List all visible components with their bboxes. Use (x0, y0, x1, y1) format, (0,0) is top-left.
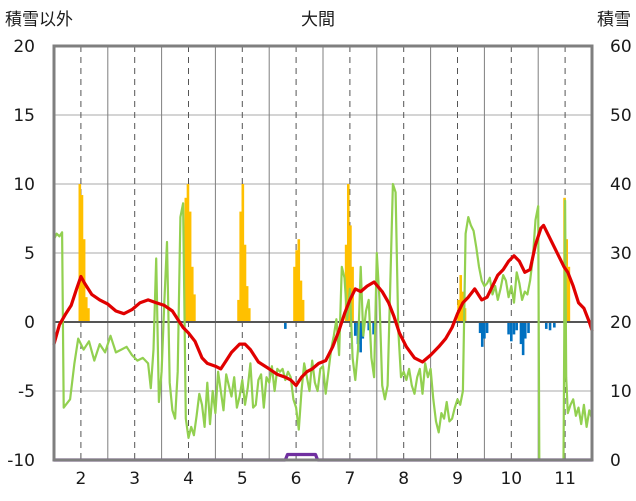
left-tick-label: 20 (13, 37, 35, 57)
precip-bar (359, 322, 362, 353)
precip-bar (480, 322, 484, 347)
left-tick-label: -10 (7, 451, 35, 471)
precip-bar (193, 294, 196, 322)
precip-bar (295, 250, 298, 322)
right-tick-label: 60 (610, 37, 632, 57)
month-label: 3 (129, 469, 140, 489)
precip-bar (87, 308, 90, 322)
precip-bar (478, 322, 482, 334)
precip-bar (299, 280, 303, 322)
precip-bar (349, 225, 352, 322)
precip-bar (519, 322, 523, 345)
sunshine-line (52, 182, 594, 462)
precip-bar (507, 322, 510, 335)
precip-bar (372, 322, 375, 335)
precip-bar (243, 244, 247, 322)
precip-bar (301, 299, 305, 322)
right-tick-label: 30 (610, 244, 632, 264)
precip-bar (297, 239, 301, 322)
precip-bar (353, 322, 357, 336)
month-label: 10 (500, 469, 522, 489)
month-label: 8 (398, 469, 409, 489)
left-tick-label: 15 (13, 106, 35, 126)
month-label: 9 (452, 469, 463, 489)
precip-bar (512, 322, 516, 335)
precip-bar (284, 322, 287, 329)
plot-frame (52, 44, 594, 462)
axes (52, 44, 594, 462)
right-axis-label: 積雪 (597, 10, 631, 30)
precip-bar (245, 286, 249, 322)
month-label: 2 (75, 469, 86, 489)
left-tick-label: -5 (18, 382, 35, 402)
precip-bar (241, 184, 245, 322)
precip-bar (293, 266, 296, 322)
precip-bar (80, 195, 84, 322)
precip-bar (344, 244, 348, 322)
temperature-line (52, 223, 594, 388)
precip-bar (188, 211, 192, 322)
precipitation-bars (78, 184, 571, 356)
precip-bar (247, 308, 251, 322)
right-tick-label: 40 (610, 175, 632, 195)
precip-bar (237, 299, 240, 322)
right-tick-label: 20 (610, 313, 632, 333)
left-tick-label: 10 (13, 175, 35, 195)
precip-bar (78, 184, 82, 322)
precip-bar (346, 184, 350, 322)
precip-bar (510, 322, 513, 342)
precip-bar (84, 297, 88, 322)
precip-bar (553, 322, 556, 328)
precip-bar (515, 322, 518, 331)
month-label: 4 (183, 469, 194, 489)
precip-bar (548, 322, 552, 331)
precip-bar (483, 322, 486, 339)
precip-bar (485, 322, 489, 334)
left-axis-label: 積雪以外 (5, 10, 73, 30)
grid (54, 46, 592, 460)
right-tick-label: 50 (610, 106, 632, 126)
month-label: 11 (554, 469, 576, 489)
precip-bar (239, 211, 242, 322)
precip-bar (186, 184, 190, 322)
precip-bar (527, 322, 530, 334)
precip-bar (184, 197, 188, 322)
precip-bar (523, 322, 527, 339)
precip-bar (521, 322, 525, 356)
precip-bar (544, 322, 548, 329)
month-label: 7 (344, 469, 355, 489)
precip-bar (367, 322, 371, 331)
precip-bar (567, 266, 571, 322)
chart-title: 大間 (301, 10, 335, 30)
right-tick-label: 0 (610, 451, 621, 471)
left-tick-label: 5 (24, 244, 35, 264)
precip-bar (459, 275, 463, 322)
precip-bar (461, 291, 465, 322)
month-label: 5 (237, 469, 248, 489)
precip-bar (565, 239, 569, 322)
month-label: 6 (291, 469, 302, 489)
precip-bar (190, 266, 194, 322)
left-tick-label: 0 (24, 313, 35, 333)
right-tick-label: 10 (610, 382, 632, 402)
